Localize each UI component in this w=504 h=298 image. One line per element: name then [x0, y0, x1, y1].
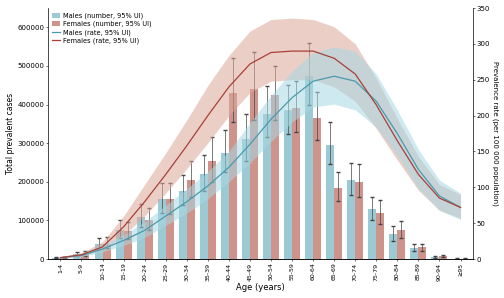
Bar [102, 244, 110, 259]
Bar [389, 234, 397, 259]
Bar [250, 89, 258, 259]
Bar [52, 258, 60, 259]
Bar [313, 118, 321, 259]
Bar [137, 217, 145, 259]
Bar [355, 182, 363, 259]
Bar [74, 254, 82, 259]
Bar [347, 180, 355, 259]
Bar [284, 110, 292, 259]
Bar [326, 145, 334, 259]
Bar [82, 254, 90, 259]
Bar [158, 199, 166, 259]
Bar [418, 247, 426, 259]
Y-axis label: Prevalence rate (per 100 000 population): Prevalence rate (per 100 000 population) [492, 61, 498, 206]
Bar [334, 188, 342, 259]
Bar [123, 231, 132, 259]
Bar [410, 248, 418, 259]
Bar [208, 161, 216, 259]
Bar [145, 220, 153, 259]
Bar [242, 139, 250, 259]
Bar [229, 93, 237, 259]
Bar [166, 199, 174, 259]
Bar [439, 256, 448, 259]
Y-axis label: Total prevalent cases: Total prevalent cases [6, 93, 15, 174]
Bar [368, 209, 376, 259]
Bar [95, 244, 102, 259]
Bar [187, 180, 195, 259]
Bar [179, 192, 187, 259]
Bar [200, 174, 208, 259]
Bar [221, 153, 229, 259]
Bar [60, 258, 69, 259]
Bar [397, 230, 405, 259]
Bar [263, 114, 271, 259]
Bar [271, 95, 279, 259]
Legend: Males (number, 95% UI), Females (number, 95% UI), Males (rate, 95% UI), Females : Males (number, 95% UI), Females (number,… [51, 11, 153, 45]
Bar [431, 257, 439, 259]
Bar [115, 230, 123, 259]
Bar [292, 108, 300, 259]
Bar [376, 213, 384, 259]
Bar [305, 76, 313, 259]
X-axis label: Age (years): Age (years) [236, 283, 285, 292]
